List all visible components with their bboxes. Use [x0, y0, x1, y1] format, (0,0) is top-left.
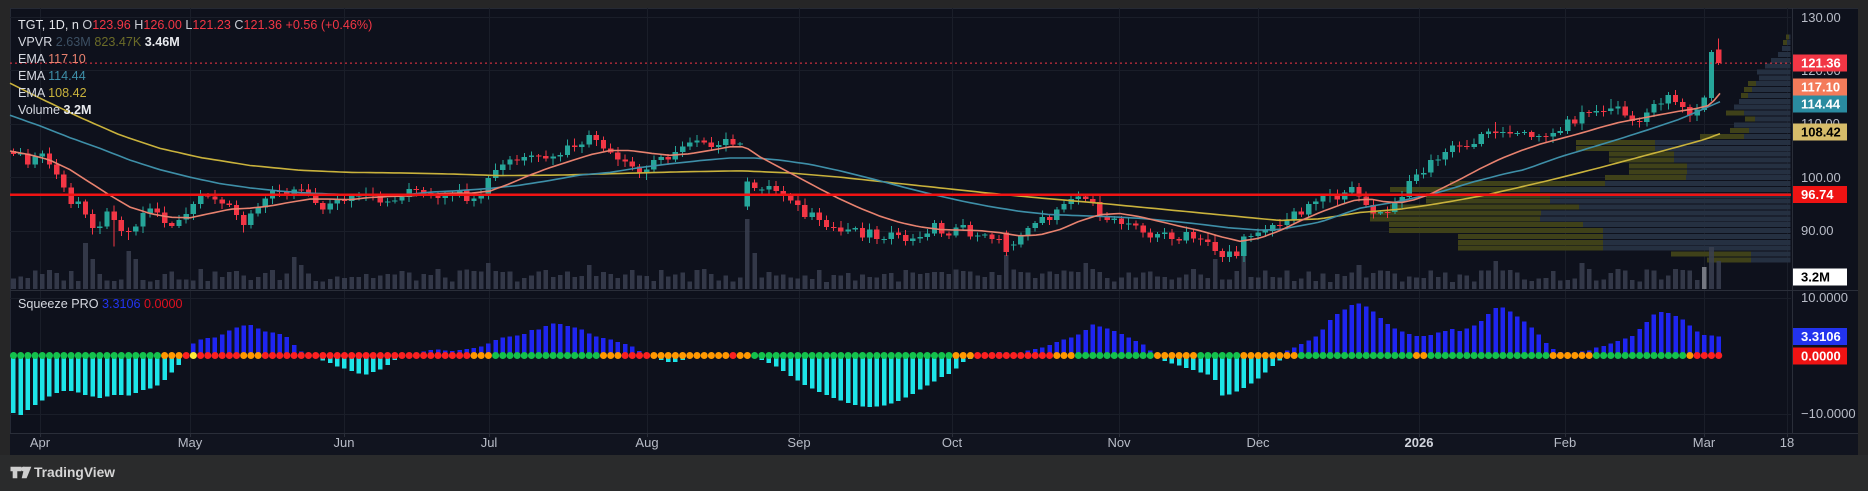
svg-text:Jul: Jul: [481, 435, 498, 450]
svg-text:Squeeze PRO 3.3106 0.0000: Squeeze PRO 3.3106 0.0000: [18, 297, 183, 311]
svg-text:Oct: Oct: [942, 435, 963, 450]
svg-text:121.36: 121.36: [1801, 56, 1841, 71]
svg-text:90.00: 90.00: [1801, 223, 1834, 238]
svg-text:Jun: Jun: [334, 435, 355, 450]
svg-text:Mar: Mar: [1693, 435, 1716, 450]
svg-text:114.44: 114.44: [1801, 97, 1841, 112]
svg-text:TradingView: TradingView: [34, 465, 115, 480]
svg-text:May: May: [178, 435, 203, 450]
svg-text:EMA 108.42: EMA 108.42: [18, 86, 87, 100]
svg-text:117.10: 117.10: [1801, 80, 1840, 95]
svg-text:3.2M: 3.2M: [1801, 270, 1830, 285]
svg-text:EMA 117.10: EMA 117.10: [18, 52, 86, 66]
svg-text:130.00: 130.00: [1801, 10, 1841, 25]
svg-text:18: 18: [1780, 435, 1794, 450]
svg-text:Dec: Dec: [1246, 435, 1270, 450]
svg-text:−10.0000: −10.0000: [1801, 406, 1856, 421]
svg-text:Apr: Apr: [30, 435, 51, 450]
svg-text:Volume 3.2M: Volume 3.2M: [18, 103, 92, 117]
svg-text:3.3106: 3.3106: [1801, 329, 1841, 344]
svg-text:VPVR 2.63M 823.47K 3.46M: VPVR 2.63M 823.47K 3.46M: [18, 35, 180, 49]
svg-text:10.0000: 10.0000: [1801, 290, 1848, 305]
svg-text:108.42: 108.42: [1801, 125, 1841, 140]
svg-text:Feb: Feb: [1554, 435, 1576, 450]
svg-text:96.74: 96.74: [1801, 187, 1834, 202]
svg-text:100.00: 100.00: [1801, 170, 1841, 185]
svg-text:Sep: Sep: [787, 435, 810, 450]
svg-text:0.0000: 0.0000: [1801, 349, 1841, 364]
svg-text:EMA 114.44: EMA 114.44: [18, 69, 86, 83]
svg-text:Aug: Aug: [635, 435, 658, 450]
svg-text:TGT, 1D, n O123.96 H126.00 L1: TGT, 1D, n O123.96 H126.00 L121.23 C121.…: [18, 18, 372, 32]
svg-text:Nov: Nov: [1107, 435, 1131, 450]
svg-text:2026: 2026: [1405, 435, 1434, 450]
